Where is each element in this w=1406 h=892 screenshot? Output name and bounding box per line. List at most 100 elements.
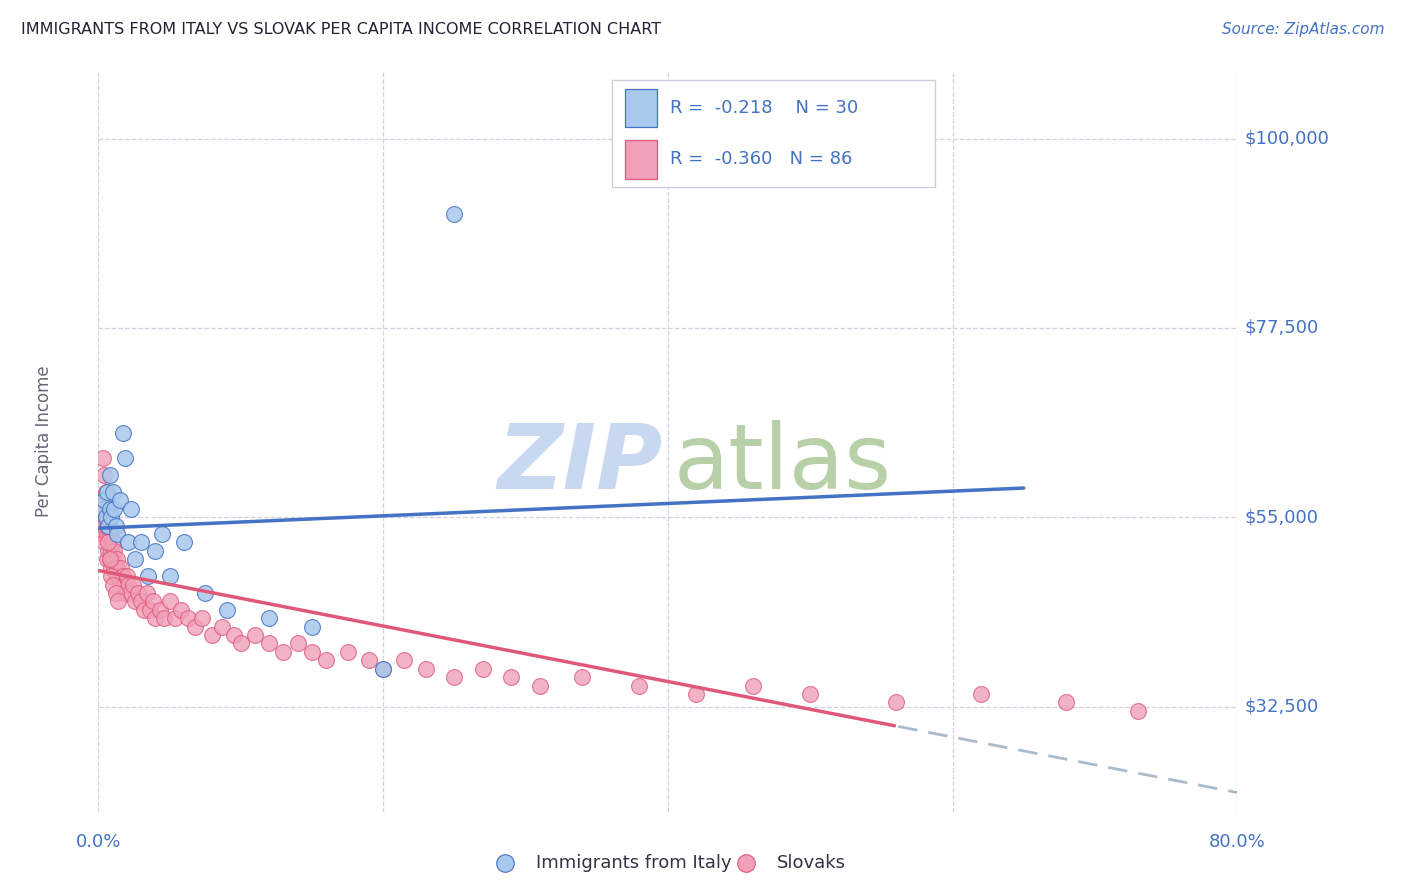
Point (357, 653, 380, 667)
Point (97, 535, 120, 549)
Text: IMMIGRANTS FROM ITALY VS SLOVAK PER CAPITA INCOME CORRELATION CHART: IMMIGRANTS FROM ITALY VS SLOVAK PER CAPI… (21, 22, 661, 37)
Point (100, 569, 122, 583)
Point (259, 636, 281, 650)
Point (94, 493, 117, 508)
Point (120, 501, 142, 516)
Point (215, 603, 238, 617)
Text: Slovaks: Slovaks (778, 854, 846, 872)
Point (124, 552, 146, 566)
Point (159, 594, 181, 608)
Point (394, 653, 416, 667)
Text: Source: ZipAtlas.com: Source: ZipAtlas.com (1222, 22, 1385, 37)
Text: $55,000: $55,000 (1244, 508, 1319, 526)
Point (194, 586, 217, 600)
Point (98, 527, 121, 541)
Point (114, 451, 136, 466)
Point (415, 662, 437, 676)
Point (101, 577, 124, 591)
Point (443, 207, 465, 221)
Point (685, 687, 707, 701)
Point (94, 510, 117, 524)
Text: R =  -0.218    N = 30: R = -0.218 N = 30 (669, 99, 858, 117)
Point (124, 594, 146, 608)
Text: 80.0%: 80.0% (1209, 833, 1265, 851)
Point (127, 586, 149, 600)
Point (104, 586, 127, 600)
Point (100, 510, 122, 524)
Point (103, 501, 125, 516)
Point (114, 586, 136, 600)
Point (104, 518, 127, 533)
Point (799, 687, 821, 701)
Point (129, 594, 152, 608)
Text: Immigrants from Italy: Immigrants from Italy (536, 854, 731, 872)
Point (111, 426, 134, 441)
Point (145, 611, 167, 625)
Point (373, 662, 395, 676)
Text: R =  -0.360   N = 86: R = -0.360 N = 86 (669, 151, 852, 169)
Point (93, 493, 115, 508)
Point (136, 569, 159, 583)
Point (177, 611, 200, 625)
Point (107, 594, 129, 608)
Bar (624, 89, 657, 128)
Point (165, 611, 187, 625)
Point (152, 527, 174, 541)
Point (115, 569, 138, 583)
Point (98, 468, 121, 483)
Point (141, 594, 163, 608)
Point (91, 451, 114, 466)
Point (107, 569, 129, 583)
Point (100, 544, 122, 558)
Point (129, 535, 152, 549)
Point (132, 603, 155, 617)
Point (100, 560, 122, 574)
Point (98, 552, 121, 566)
Point (501, 670, 523, 684)
Point (110, 560, 132, 574)
Point (1056, 695, 1078, 709)
Point (96, 552, 118, 566)
Point (373, 662, 395, 676)
Point (159, 569, 181, 583)
Point (273, 645, 295, 659)
Point (443, 670, 465, 684)
Point (98, 501, 121, 516)
Point (98, 552, 121, 566)
Point (118, 586, 141, 600)
Point (91, 510, 114, 524)
Point (97, 518, 120, 533)
Point (211, 620, 233, 634)
Point (108, 577, 131, 591)
Text: 0.0%: 0.0% (76, 833, 121, 851)
Point (184, 620, 207, 634)
Point (153, 611, 176, 625)
Point (173, 535, 195, 549)
Point (103, 544, 125, 558)
Point (201, 628, 224, 642)
Point (149, 603, 172, 617)
Point (96, 518, 118, 533)
Point (101, 535, 124, 549)
Point (94, 485, 117, 500)
Point (735, 856, 758, 871)
Point (1126, 704, 1149, 718)
Point (471, 662, 494, 676)
Text: ZIP: ZIP (496, 420, 662, 508)
Point (93, 468, 115, 483)
Point (301, 620, 323, 634)
Point (287, 636, 309, 650)
Point (494, 856, 516, 871)
Point (529, 679, 551, 693)
Point (884, 695, 907, 709)
Point (112, 577, 135, 591)
Point (93, 535, 115, 549)
Point (117, 535, 139, 549)
Point (628, 679, 651, 693)
Point (970, 687, 993, 701)
Point (93, 518, 115, 533)
Point (243, 628, 266, 642)
Point (121, 577, 143, 591)
Point (96, 485, 118, 500)
Point (104, 569, 127, 583)
